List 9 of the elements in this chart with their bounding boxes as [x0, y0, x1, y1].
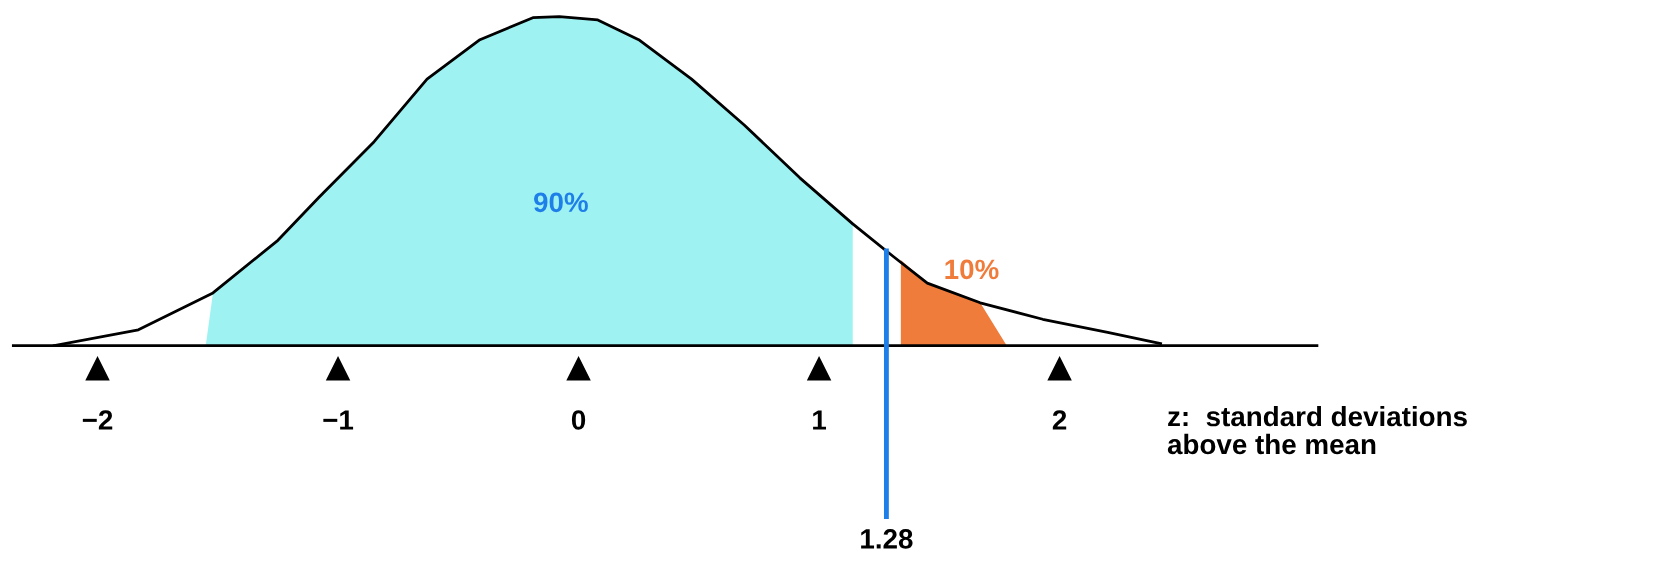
x-axis-title: z: standard deviations above the mean — [1167, 405, 1467, 455]
x-tick-label: 0 — [571, 410, 586, 430]
ref-line-label: 1.28 — [861, 529, 913, 549]
x-tick-label: 2 — [1052, 410, 1067, 430]
annotation: 90% — [534, 192, 588, 213]
x-tick-label: 1 — [813, 410, 827, 430]
x-tick-label: −1 — [323, 410, 354, 430]
annotation: 10% — [945, 259, 999, 280]
x-tick-label: −2 — [82, 410, 113, 430]
